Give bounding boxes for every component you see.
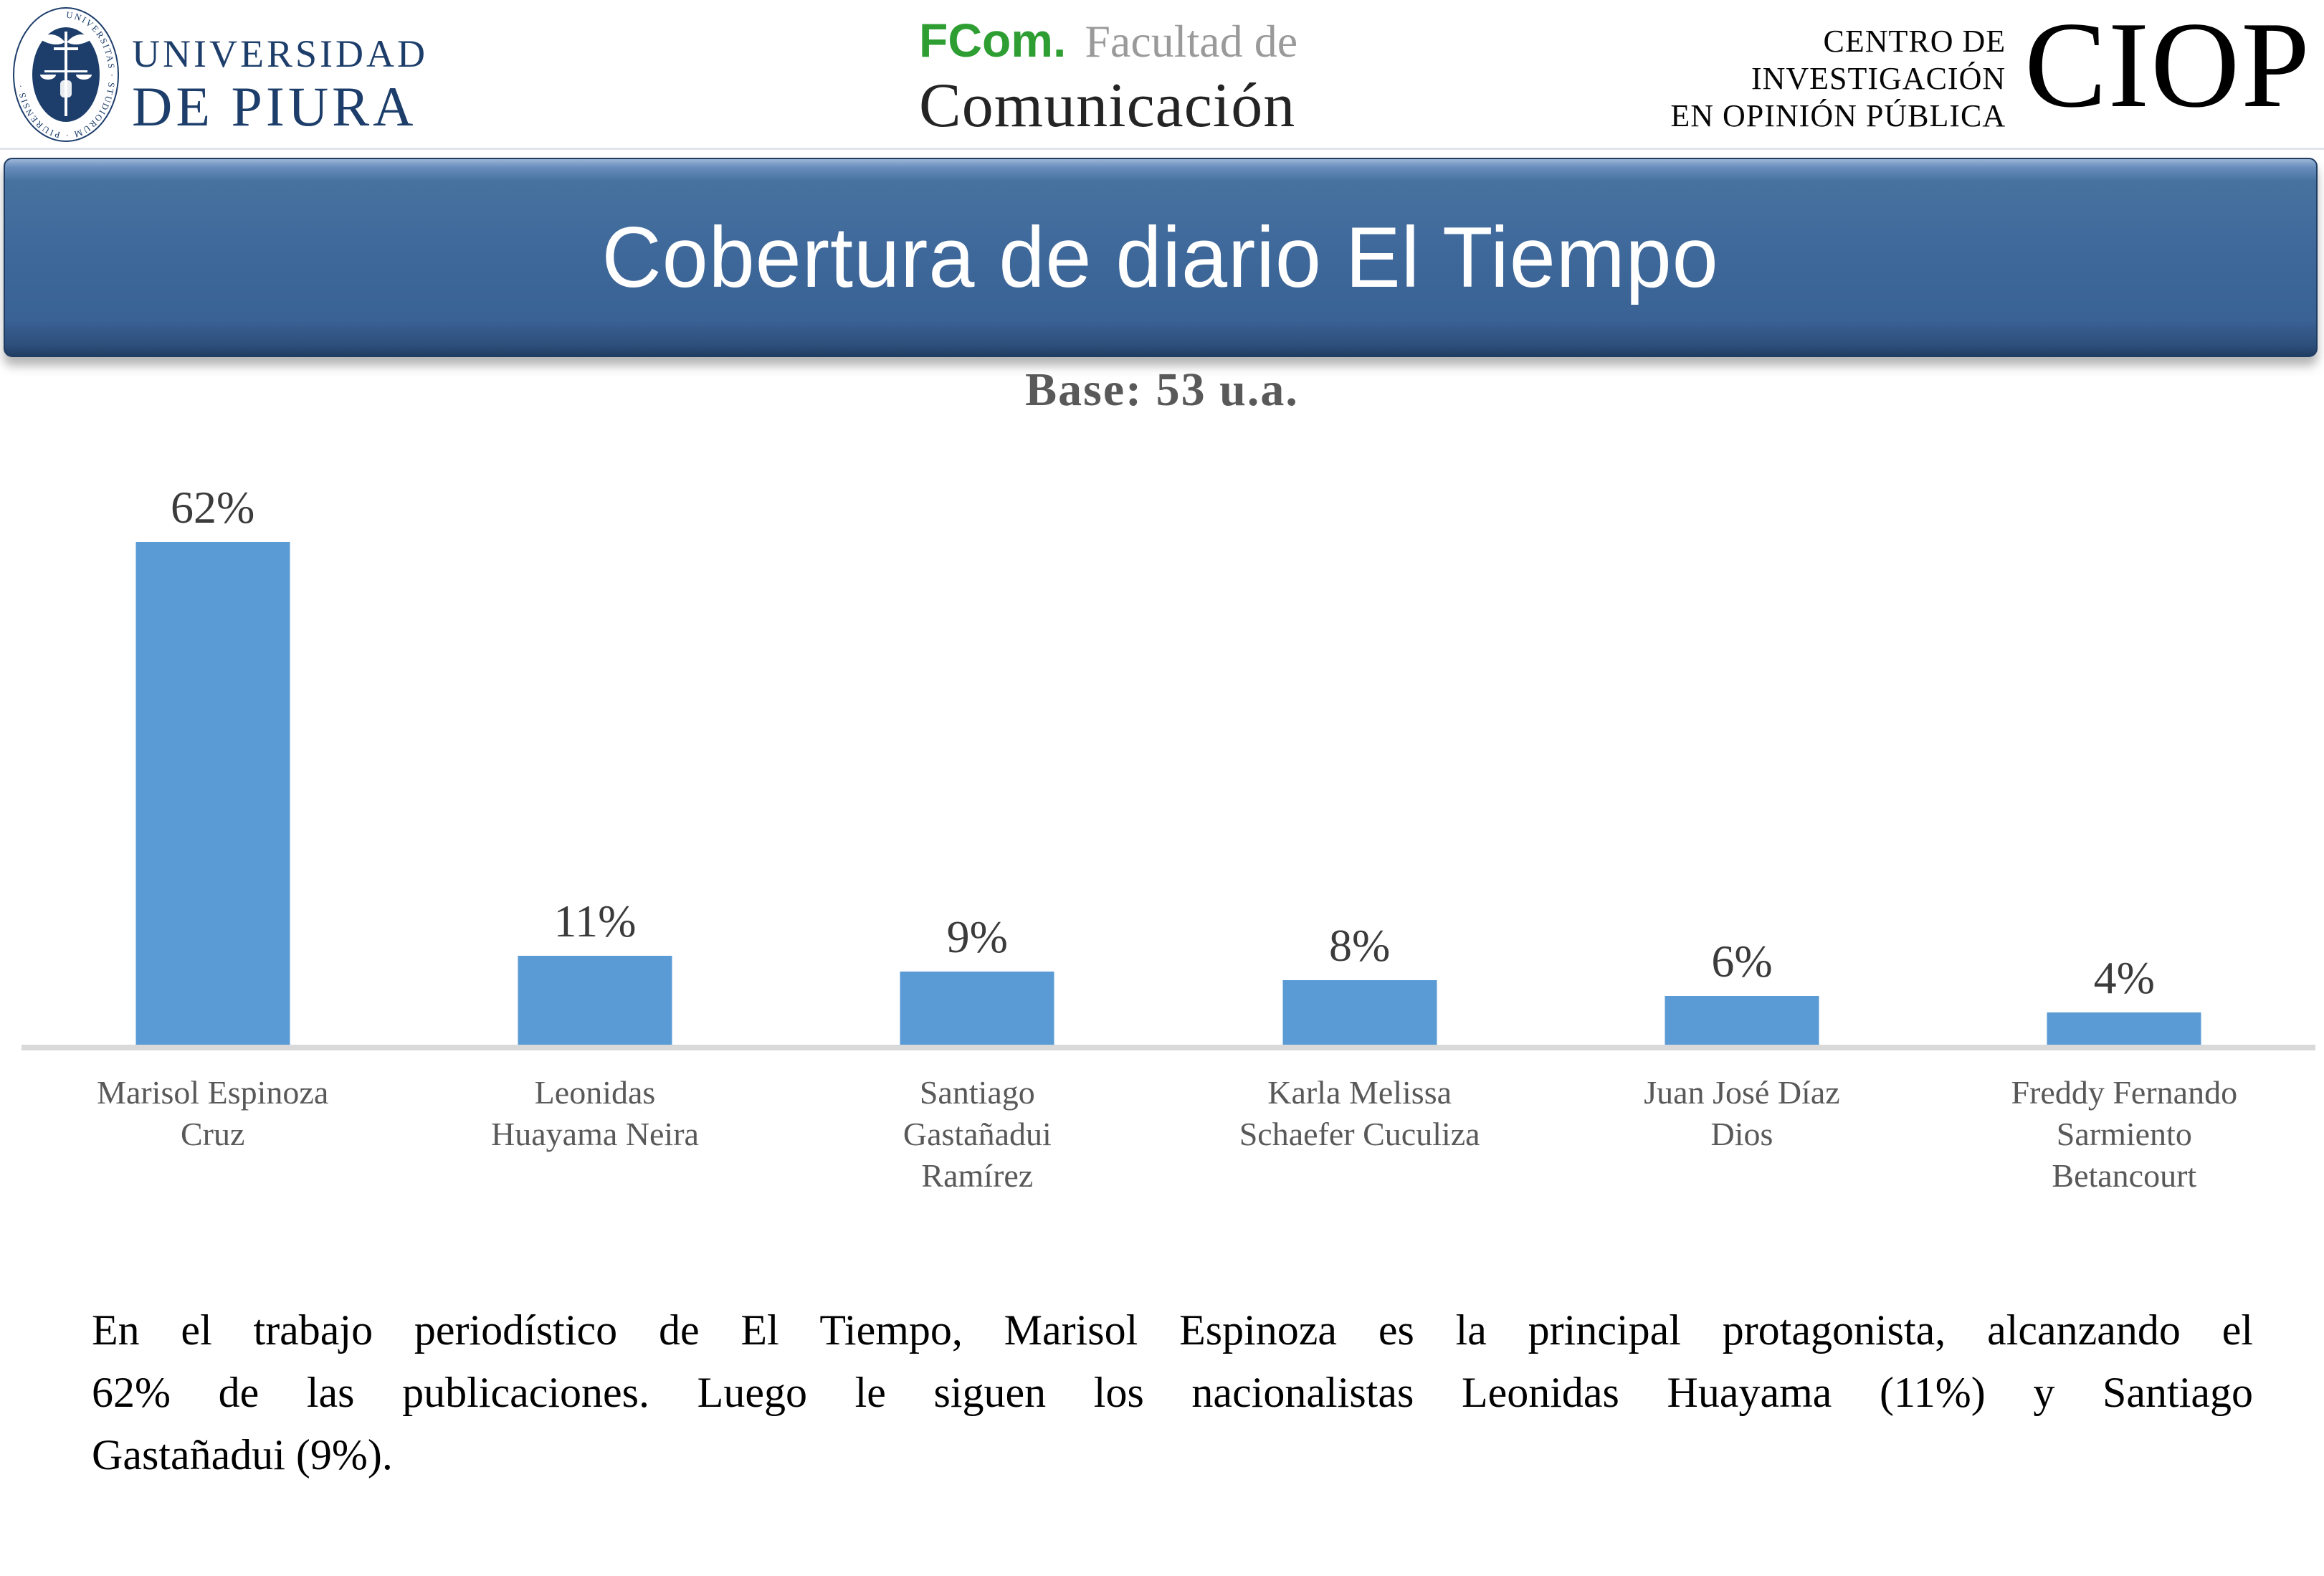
chart-column: 9% <box>786 495 1168 1045</box>
bar <box>900 972 1054 1045</box>
fcom-name: Comunicación <box>919 71 1296 141</box>
ciop-abbr: CIOP <box>2024 0 2311 133</box>
chart-column: 6% <box>1551 495 1933 1045</box>
note-line-1: En el trabajo periodístico de El Tiempo,… <box>92 1306 2253 1354</box>
chart-columns: 62% 11% 9% 8% 6% 4% <box>22 485 2315 1045</box>
base-label: Base: 53 u.a. <box>1025 364 1299 416</box>
ciop-line2: INVESTIGACIÓN <box>1751 60 2006 96</box>
bar-chart: 62% 11% 9% 8% 6% 4% Marisol Espinoza Cruz Leoni… <box>22 485 2315 1219</box>
bar-value-label: 62% <box>171 482 255 533</box>
summary-note: En el trabajo periodístico de El Tiempo,… <box>92 1299 2253 1486</box>
chart-column: 4% <box>1933 495 2315 1045</box>
udep-line2: DE PIURA <box>132 75 417 138</box>
category-labels: Marisol Espinoza Cruz Leonidas Huayama Neir… <box>22 1072 2315 1197</box>
chart-column: 8% <box>1168 495 1551 1045</box>
title-banner: Cobertura de diario El Tiempo <box>4 158 2318 357</box>
note-line-3: Gastañadui (9%). <box>92 1431 393 1478</box>
bar <box>2047 1012 2201 1045</box>
chart-column: 11% <box>404 495 786 1045</box>
ciop-line3: EN OPINIÓN PÚBLICA <box>1670 98 2006 133</box>
bar <box>518 956 672 1045</box>
category-label: Santiago Gastañadui Ramírez <box>903 1074 1052 1194</box>
bar-value-label: 9% <box>946 911 1008 962</box>
udep-wordmark: UNIVERSIDAD DE PIURA <box>132 34 428 135</box>
ciop-logo: CENTRO DE INVESTIGACIÓN EN OPINIÓN PÚBLI… <box>1670 0 2311 135</box>
category-label: Freddy Fernando Sarmiento Betancourt <box>2011 1074 2238 1194</box>
category-label: Marisol Espinoza Cruz <box>97 1074 329 1152</box>
bar <box>1665 996 1819 1045</box>
bar-value-label: 8% <box>1328 920 1391 971</box>
fcom-tagline: Facultad de <box>1085 16 1298 67</box>
slide-title: Cobertura de diario El Tiempo <box>601 209 1720 305</box>
ciop-line1: CENTRO DE <box>1823 24 2006 59</box>
category-label: Juan José Díaz Dios <box>1644 1074 1840 1152</box>
bar-value-label: 4% <box>2093 952 2155 1003</box>
fcom-abbr: FCom. <box>919 14 1067 67</box>
bar <box>1282 980 1437 1045</box>
bar-value-label: 6% <box>1711 936 1773 987</box>
fcom-logo: FCom. Facultad de Comunicación <box>919 13 1378 142</box>
category-label: Leonidas Huayama Neira <box>491 1074 699 1152</box>
chart-column: 62% <box>22 485 404 1045</box>
bar-value-label: 11% <box>553 896 637 946</box>
udep-seal-icon: UNIVERSITAS · STUDIORUM · PIURENSIS · <box>13 7 119 142</box>
x-axis-line <box>22 1045 2315 1050</box>
header: UNIVERSITAS · STUDIORUM · PIURENSIS · UN… <box>0 0 2324 152</box>
udep-line1: UNIVERSIDAD <box>132 32 428 75</box>
note-line-2: 62% de las publicaciones. Luego le sigue… <box>92 1369 2253 1416</box>
bar <box>135 542 290 1045</box>
ciop-lines: CENTRO DE INVESTIGACIÓN EN OPINIÓN PÚBLI… <box>1670 23 2006 135</box>
category-label: Karla Melissa Schaefer Cuculiza <box>1239 1074 1480 1152</box>
header-divider <box>0 148 2324 150</box>
